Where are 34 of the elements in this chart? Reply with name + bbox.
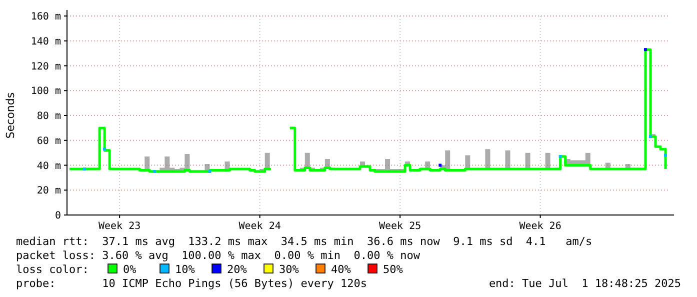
- legend-label: 40%: [331, 263, 352, 276]
- x-tick-label: Week 25: [378, 221, 422, 232]
- text: end: Tue Jul 1 18:48:25 2025: [488, 277, 681, 290]
- y-tick-label: 100 m: [30, 86, 61, 98]
- y-tick-label: 80 m: [36, 111, 61, 122]
- legend-label: 30%: [279, 263, 300, 276]
- point: [644, 48, 647, 52]
- legend-label: 20%: [227, 263, 248, 276]
- y-tick-label: 60 m: [36, 136, 61, 147]
- point: [153, 170, 156, 173]
- point: [648, 135, 652, 138]
- y-tick-label: 140 m: [30, 36, 61, 48]
- legend-title: loss color:: [16, 263, 89, 276]
- legend-label: 50%: [383, 263, 404, 276]
- x-tick-label: Week 23: [98, 221, 141, 232]
- y-tick-label: 160 m: [30, 12, 61, 22]
- text: probe: 10 ICMP Echo Pings (56 Bytes) every 120s: [16, 277, 367, 290]
- text: median rtt: 37.1 ms avg 133.2 ms max 34.5 ms min 36.6 ms now 9.1 ms sd 4.1 am/s: [16, 235, 592, 248]
- point: [103, 148, 106, 151]
- y-tick-label: 20 m: [36, 186, 61, 197]
- legend-label: 10%: [175, 263, 196, 276]
- y-tick-label: 120 m: [30, 61, 61, 72]
- point: [558, 155, 562, 158]
- y-tick-label: 40 m: [36, 160, 61, 172]
- point: [83, 167, 86, 170]
- y-tick-label: 0: [54, 210, 61, 222]
- legend-label: 0%: [123, 263, 137, 276]
- point: [664, 154, 667, 157]
- point: [438, 164, 442, 167]
- point: [208, 170, 212, 173]
- y-axis-title: Seconds: [4, 92, 17, 139]
- x-tick-label: Week 24: [238, 221, 281, 232]
- text: packet loss: 3.60 % avg 100.00 % max 0.00 % min 0.00 % now: [16, 249, 420, 262]
- x-tick-label: Week 26: [519, 221, 562, 232]
